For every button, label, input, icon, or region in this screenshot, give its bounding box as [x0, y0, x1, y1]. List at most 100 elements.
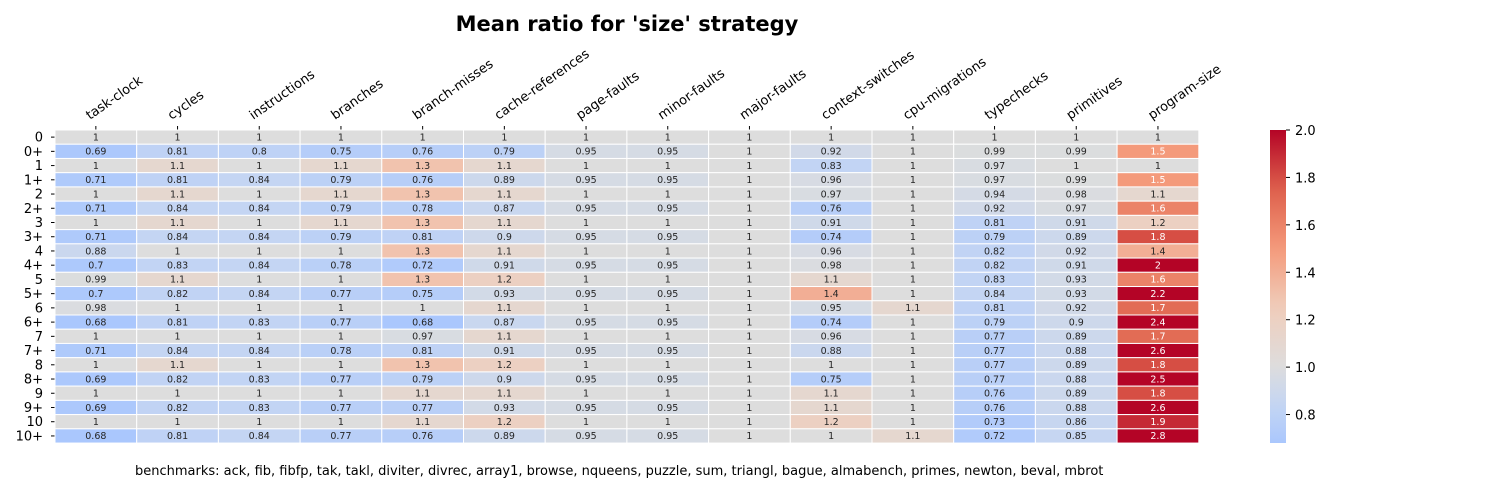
cell-value-label: 1: [583, 132, 589, 143]
cell-value-label: 1: [338, 417, 344, 428]
cell-value-label: 0.84: [249, 175, 270, 186]
cell-value-label: 1: [746, 218, 752, 229]
cell-value-label: 1.3: [415, 275, 430, 286]
cell-value-label: 1.1: [170, 360, 185, 371]
cell-value-label: 0.95: [575, 289, 596, 300]
cell-value-label: 0.71: [85, 346, 106, 357]
cell-value-label: 1.3: [415, 189, 430, 200]
cell-value-label: 1: [665, 132, 671, 143]
column-label: task-clock: [84, 73, 147, 123]
cell-value-label: 0.79: [494, 147, 515, 158]
cell-value-label: 1.1: [170, 218, 185, 229]
cell-value-label: 1: [910, 147, 916, 158]
cell-value-label: 0.83: [821, 161, 842, 172]
cell-value-label: 1: [583, 303, 589, 314]
cell-value-label: 1: [665, 417, 671, 428]
cell-value-label: 1: [746, 147, 752, 158]
row-label: 4+: [24, 259, 43, 274]
cell-value-label: 0.89: [1066, 332, 1087, 343]
cell-value-label: 1.1: [497, 332, 512, 343]
cell-value-label: 0.89: [494, 431, 515, 442]
cell-value-label: 0.84: [167, 232, 188, 243]
cell-value-label: 1: [93, 417, 99, 428]
cell-value-label: 0.98: [821, 260, 842, 271]
cell-value-label: 1.1: [824, 389, 839, 400]
cell-value-label: 0.95: [657, 374, 678, 385]
row-label: 10+: [16, 429, 43, 444]
cell-value-label: 1.2: [824, 417, 839, 428]
cell-value-label: 1: [583, 332, 589, 343]
cell-value-label: 0.96: [821, 175, 842, 186]
cell-value-label: 0.92: [984, 204, 1005, 215]
cell-value-label: 0.69: [85, 403, 106, 414]
cell-value-label: 0.82: [167, 374, 188, 385]
cell-value-label: 0.75: [330, 147, 351, 158]
cell-value-label: 0.94: [984, 189, 1005, 200]
cell-value-label: 0.95: [575, 431, 596, 442]
cell-value-label: 1: [746, 246, 752, 257]
cell-value-label: 0.68: [85, 431, 106, 442]
cell-value-label: 1: [746, 275, 752, 286]
cell-value-label: 1: [665, 218, 671, 229]
cell-value-label: 0.78: [412, 204, 433, 215]
cell-value-label: 0.95: [575, 175, 596, 186]
colorbar-tick-label: 1.2: [1295, 314, 1316, 329]
colorbar-tick-label: 1.6: [1295, 219, 1316, 234]
column-label: cycles: [165, 88, 207, 124]
cell-value-label: 0.95: [657, 289, 678, 300]
cell-value-label: 1: [665, 360, 671, 371]
cell-value-label: 1.3: [415, 360, 430, 371]
chart-title: Mean ratio for 'size' strategy: [456, 12, 799, 36]
cell-value-label: 0.84: [249, 289, 270, 300]
colorbar-tick-label: 2.0: [1295, 124, 1316, 139]
cell-value-label: 0.95: [657, 147, 678, 158]
cell-value-label: 1: [746, 389, 752, 400]
cell-value-label: 0.87: [494, 317, 515, 328]
cell-value-label: 0.76: [412, 175, 433, 186]
cell-value-label: 1: [583, 389, 589, 400]
cell-value-label: 0.93: [494, 289, 515, 300]
cell-value-label: 0.95: [657, 204, 678, 215]
cell-value-label: 1.8: [1150, 232, 1165, 243]
cell-value-label: 1: [256, 189, 262, 200]
row-label: 0: [35, 131, 43, 146]
cell-value-label: 0.95: [821, 303, 842, 314]
cell-value-label: 0.93: [1066, 289, 1087, 300]
cell-value-label: 0.69: [85, 374, 106, 385]
cell-value-label: 1: [910, 417, 916, 428]
cell-value-label: 0.97: [984, 161, 1005, 172]
cell-value-label: 0.92: [821, 147, 842, 158]
row-label: 2: [35, 188, 43, 203]
cell-value-label: 0.92: [1066, 303, 1087, 314]
row-label: 9+: [24, 401, 43, 416]
cell-value-label: 1.1: [497, 246, 512, 257]
cell-value-label: 0.87: [494, 204, 515, 215]
cell-value-label: 1: [583, 275, 589, 286]
cell-value-label: 1.8: [1150, 360, 1165, 371]
cell-value-label: 1.1: [333, 189, 348, 200]
cell-value-label: 1: [256, 275, 262, 286]
cell-value-label: 0.74: [821, 317, 842, 328]
cell-value-label: 1: [910, 289, 916, 300]
cell-value-label: 1: [746, 317, 752, 328]
cell-value-label: 0.76: [412, 147, 433, 158]
cell-value-label: 0.93: [494, 403, 515, 414]
cell-value-label: 1.6: [1150, 204, 1165, 215]
column-label: branches: [329, 76, 387, 123]
cell-value-label: 0.95: [657, 346, 678, 357]
cell-value-label: 0.91: [494, 346, 515, 357]
cell-value-label: 1: [583, 417, 589, 428]
cell-value-label: 0.78: [330, 260, 351, 271]
cell-value-label: 1: [175, 417, 181, 428]
cell-value-label: 2.6: [1150, 346, 1165, 357]
cell-value-label: 0.77: [984, 346, 1005, 357]
cell-value-label: 0.81: [167, 147, 188, 158]
cell-value-label: 1: [665, 303, 671, 314]
cell-value-label: 1.7: [1150, 332, 1165, 343]
cell-value-label: 1: [746, 175, 752, 186]
cell-value-label: 1: [910, 346, 916, 357]
cell-value-label: 1: [828, 431, 834, 442]
heatmap-cell: [1116, 428, 1200, 444]
cell-value-label: 0.95: [575, 317, 596, 328]
